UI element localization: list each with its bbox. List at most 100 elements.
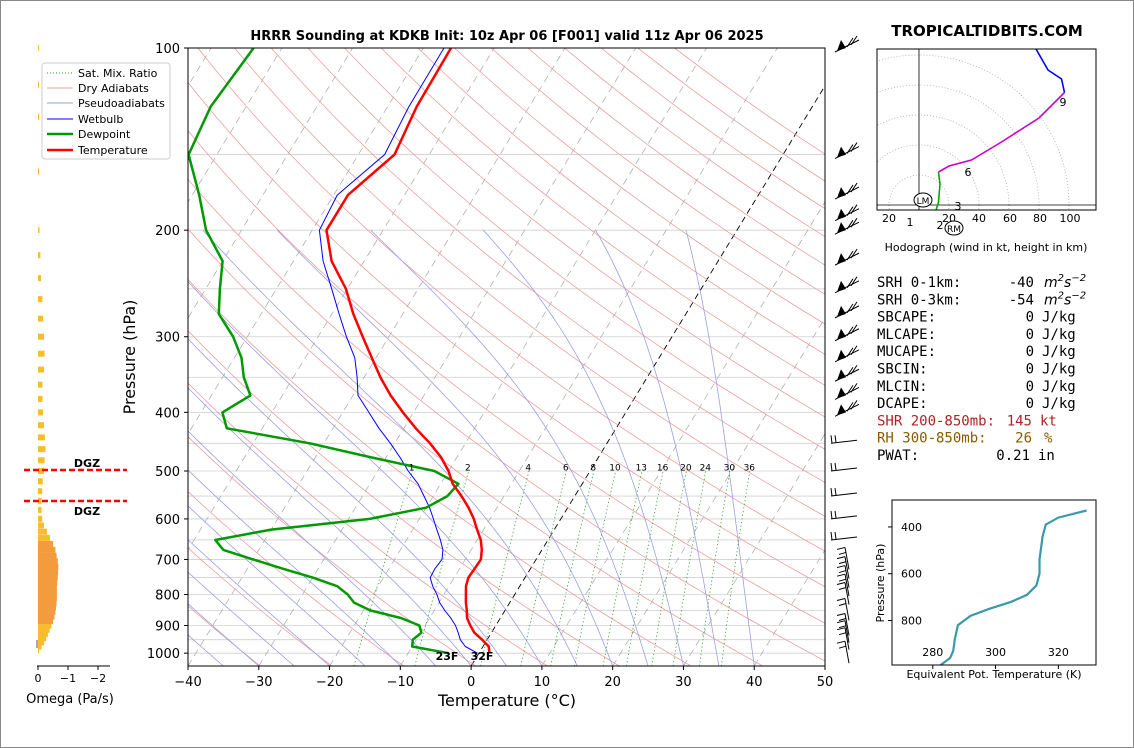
omega-bar bbox=[38, 446, 46, 453]
pseudoadiabat bbox=[277, 229, 614, 666]
y-tick-label: 600 bbox=[155, 513, 180, 528]
omega-bar bbox=[38, 275, 41, 282]
param-value: 26 bbox=[1015, 431, 1032, 447]
wind-barb bbox=[836, 640, 850, 664]
omega-bar bbox=[38, 333, 44, 340]
y-tick-label: 800 bbox=[155, 589, 180, 604]
omega-tick-label: 0 bbox=[35, 672, 42, 685]
omega-bar bbox=[38, 409, 44, 416]
omega-ticks: 0 −1 −2 bbox=[35, 640, 106, 685]
param-unit: J/kg bbox=[1042, 379, 1076, 395]
legend-label-temperature: Temperature bbox=[77, 144, 148, 157]
wind-barb bbox=[834, 400, 860, 417]
dry-adiabat bbox=[188, 228, 763, 666]
param-value: 0 bbox=[1026, 310, 1034, 326]
barb-feathers bbox=[836, 582, 847, 591]
barb-staff bbox=[830, 467, 858, 472]
omega-bar bbox=[38, 643, 42, 650]
omega-bar bbox=[38, 594, 57, 601]
wind-barb bbox=[834, 35, 860, 53]
surface-dewpoint-f-label: 23F bbox=[436, 650, 459, 663]
omega-bar bbox=[38, 635, 47, 642]
omega-bar bbox=[38, 252, 41, 259]
omega-bar bbox=[38, 366, 44, 373]
legend-box bbox=[41, 62, 171, 160]
wind-barb bbox=[830, 531, 858, 541]
param-unit: J/kg bbox=[1042, 396, 1076, 412]
param-unit: kt bbox=[1040, 413, 1057, 429]
wind-barb bbox=[836, 627, 850, 650]
barb-flag bbox=[837, 328, 846, 340]
param-value: 0 bbox=[1026, 396, 1034, 412]
dgz-label-bottom: DGZ bbox=[74, 505, 100, 518]
theta-e-frame bbox=[891, 499, 1097, 666]
barb-feathers bbox=[846, 383, 858, 395]
param-unit: m2s−2 bbox=[1044, 273, 1086, 291]
omega-bar bbox=[38, 507, 42, 513]
barb-staff bbox=[844, 574, 850, 597]
dry-adiabat bbox=[234, 48, 825, 517]
mixing-ratio-label: 24 bbox=[700, 464, 712, 474]
barb-flag bbox=[837, 349, 846, 361]
skewt-y-label: Pressure (hPa) bbox=[120, 300, 139, 415]
pseudoadiabat bbox=[188, 571, 295, 666]
wind-barb bbox=[836, 565, 850, 588]
param-label: SRH 0-1km: bbox=[877, 275, 961, 291]
param-value: 0.21 bbox=[996, 448, 1030, 464]
hodograph-height-label: 3 bbox=[955, 200, 962, 213]
isotherm bbox=[329, 48, 707, 666]
mixing-ratio-line bbox=[672, 470, 707, 666]
mixing-ratio-label: 4 bbox=[525, 464, 531, 474]
wind-barb bbox=[836, 556, 850, 579]
dry-adiabat bbox=[307, 48, 825, 450]
param-label: MUCAPE: bbox=[877, 344, 936, 360]
theta-y-tick-label: 600 bbox=[901, 568, 922, 581]
param-label: DCAPE: bbox=[877, 396, 928, 412]
omega-bar bbox=[38, 631, 48, 638]
barb-staff bbox=[844, 613, 850, 636]
omega-bar bbox=[38, 626, 50, 633]
barb-staff bbox=[844, 627, 850, 650]
barb-feathers bbox=[846, 142, 858, 154]
dgz-label-top: DGZ bbox=[74, 457, 100, 470]
barb-feathers bbox=[846, 217, 858, 230]
barb-flag bbox=[837, 404, 846, 416]
pseudoadiabat bbox=[188, 430, 437, 666]
skewt-legend: Sat. Mix. Ratio Dry Adiabats Pseudoadiab… bbox=[41, 62, 171, 160]
param-value: -40 bbox=[1009, 275, 1034, 291]
barb-staff bbox=[830, 439, 858, 444]
mixing-ratio-line bbox=[602, 470, 643, 666]
wind-barb bbox=[834, 276, 860, 294]
mixing-ratio-line bbox=[353, 470, 413, 666]
wind-barb bbox=[834, 345, 860, 363]
x-tick-label: −20 bbox=[316, 675, 343, 690]
barb-staff bbox=[844, 641, 850, 664]
surface-temp-f-label: 32F bbox=[471, 650, 494, 663]
barb-feathers bbox=[830, 531, 837, 541]
omega-bar bbox=[38, 558, 58, 565]
omega-bar bbox=[38, 114, 40, 120]
isotherm bbox=[753, 549, 825, 666]
param-value: 0 bbox=[1026, 327, 1034, 343]
barb-feathers bbox=[846, 324, 858, 337]
isotherm bbox=[188, 48, 566, 666]
barb-staff bbox=[844, 582, 850, 605]
sounding-parameters: SRH 0-1km: -40 m2s−2 SRH 0-3km: -54 m2s−2 SBCA… bbox=[877, 273, 1086, 464]
omega-bar bbox=[38, 622, 52, 629]
omega-bar bbox=[38, 541, 53, 547]
mixing-ratio-label: 6 bbox=[563, 464, 569, 474]
mixing-ratio-label: 20 bbox=[680, 464, 692, 474]
hodograph-height-label: 6 bbox=[965, 166, 972, 179]
wind-barb bbox=[834, 364, 860, 382]
param-label: MLCAPE: bbox=[877, 327, 936, 343]
legend-label-mix-ratio: Sat. Mix. Ratio bbox=[78, 67, 158, 80]
wind-barb bbox=[836, 546, 850, 570]
pseudoadiabat bbox=[595, 230, 720, 666]
x-tick-label: −40 bbox=[174, 675, 201, 690]
legend-label-pseudoadiabat: Pseudoadiabats bbox=[78, 97, 165, 110]
hodograph-height-label: 9 bbox=[1060, 96, 1067, 109]
x-tick-label: −30 bbox=[245, 675, 272, 690]
omega-x-label: Omega (Pa/s) bbox=[26, 692, 114, 707]
y-tick-label: 200 bbox=[155, 224, 180, 239]
